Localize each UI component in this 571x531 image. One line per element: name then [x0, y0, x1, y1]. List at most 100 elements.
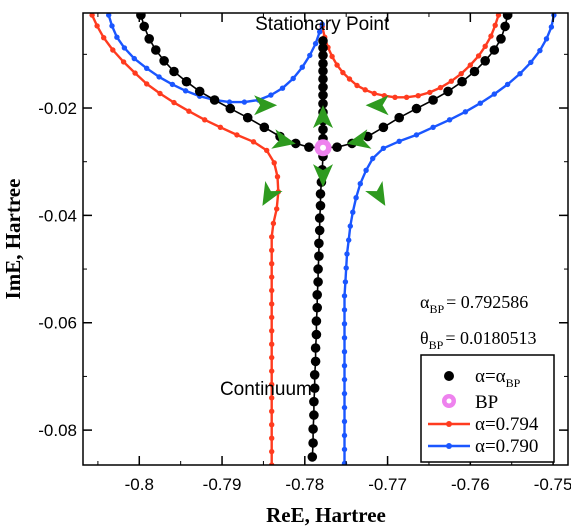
data-point--0-794: [217, 124, 224, 130]
data-point--0-790: [528, 59, 534, 66]
data-point--0-794: [269, 261, 275, 267]
y-tick-label: -0.02: [38, 99, 77, 118]
data-point--0-794: [274, 174, 281, 180]
data-point--0-794: [329, 53, 335, 60]
data-point--bp: [312, 290, 323, 300]
data-point--0-790: [344, 251, 350, 257]
data-point--bp: [394, 112, 405, 123]
data-point--0-790: [346, 237, 352, 243]
data-point--0-794: [475, 53, 482, 59]
data-point--0-790: [144, 65, 150, 72]
data-point--0-790: [307, 52, 313, 59]
data-point--bp: [209, 95, 220, 105]
data-point--0-790: [279, 85, 286, 91]
data-point--bp: [314, 213, 325, 223]
data-point--bp: [314, 238, 324, 249]
data-point--bp: [378, 122, 389, 133]
y-tick-label: -0.06: [38, 314, 77, 333]
data-point--0-790: [413, 132, 420, 138]
data-point--0-794: [250, 139, 257, 145]
param-alpha-sub: BP: [429, 302, 444, 316]
data-point--0-790: [317, 29, 323, 35]
legend-box: [420, 354, 555, 463]
data-point--bp: [309, 383, 320, 394]
data-point--0-790: [341, 404, 348, 411]
data-point--0-794: [334, 62, 340, 68]
data-point--bp: [304, 142, 314, 152]
flow-arrow: [271, 129, 296, 149]
legend-label-alpha-0790: α=0.790: [475, 436, 538, 457]
annotation-stationary-point: Stationary Point: [255, 14, 390, 35]
data-point--bp: [151, 45, 161, 55]
legend-label-bp: BP: [475, 392, 498, 413]
data-point--0-794: [186, 108, 192, 114]
data-point--0-794: [488, 33, 494, 39]
data-point--bp: [315, 200, 326, 211]
data-point--0-794: [269, 247, 275, 253]
data-point--0-794: [492, 22, 498, 28]
data-point--0-790: [169, 81, 176, 88]
data-point--bp: [309, 410, 319, 420]
data-point--0-794: [269, 234, 275, 240]
data-point--bp: [318, 36, 328, 46]
data-point--bp: [480, 56, 491, 66]
flow-arrow-head: [346, 129, 372, 149]
data-point--0-794: [269, 368, 275, 374]
series-line--0-790: [107, 14, 324, 104]
data-point--bp: [443, 86, 453, 97]
legend-label-alpha-0794: α=0.794: [475, 414, 539, 435]
data-point--0-794: [110, 47, 116, 53]
flow-arrow: [365, 95, 389, 116]
data-point--0-794: [269, 314, 275, 321]
data-point--0-794: [274, 206, 280, 212]
data-point--0-790: [477, 100, 483, 106]
data-point--bp: [139, 21, 149, 32]
y-axis-title: ImE, Hartree: [1, 179, 25, 300]
data-point--0-794: [269, 381, 275, 388]
data-point--bp: [310, 343, 321, 353]
data-point--0-790: [517, 71, 523, 77]
data-point--0-790: [353, 195, 359, 201]
x-tick-label: -0.79: [203, 475, 242, 494]
data-point--0-790: [396, 138, 402, 144]
data-layer: [89, 13, 557, 465]
data-point--bp: [496, 34, 506, 44]
data-point--bp: [428, 95, 438, 105]
data-point--0-790: [363, 167, 369, 173]
data-point--0-790: [430, 124, 436, 130]
data-point--bp: [318, 82, 328, 92]
data-point--0-790: [341, 432, 348, 439]
data-point--bp: [502, 13, 513, 20]
data-point--bp: [314, 225, 325, 236]
data-point--bp: [315, 189, 326, 199]
flow-arrow-head: [254, 95, 278, 116]
data-point--0-790: [341, 390, 348, 397]
branch-point-center: [320, 144, 327, 151]
data-point--0-794: [482, 43, 488, 49]
data-point--bp: [318, 43, 328, 53]
data-point--bp: [307, 452, 318, 462]
legend-marker-bp-center: [446, 398, 452, 404]
data-point--0-790: [182, 88, 189, 94]
axis-layer: -0.8 -0.79 -0.78 -0.77 -0.76 -0.75 -0.02 -0.04 -…: [38, 13, 571, 494]
data-point--0-794: [415, 93, 421, 99]
data-point--bp: [308, 438, 318, 448]
data-point--0-790: [341, 446, 348, 453]
data-point--0-794: [202, 117, 208, 123]
data-point--0-790: [121, 45, 128, 51]
data-point--0-790: [299, 64, 305, 70]
data-point--bp: [310, 356, 321, 367]
data-point--0-790: [491, 91, 497, 97]
data-point--0-794: [392, 94, 398, 101]
data-point--0-790: [341, 363, 348, 369]
x-tick-label: -0.77: [368, 475, 407, 494]
data-point--0-794: [269, 301, 275, 307]
flow-arrow-head: [271, 129, 296, 149]
data-point--0-790: [341, 321, 348, 327]
param-theta-bp: θBP = 0.0180513: [420, 328, 536, 352]
flow-arrow: [254, 95, 278, 116]
data-point--bp: [489, 45, 500, 55]
y-tick-label: -0.08: [38, 421, 77, 440]
param-alpha-bp: αBP = 0.792586: [420, 292, 528, 316]
data-point--bp: [290, 138, 301, 149]
